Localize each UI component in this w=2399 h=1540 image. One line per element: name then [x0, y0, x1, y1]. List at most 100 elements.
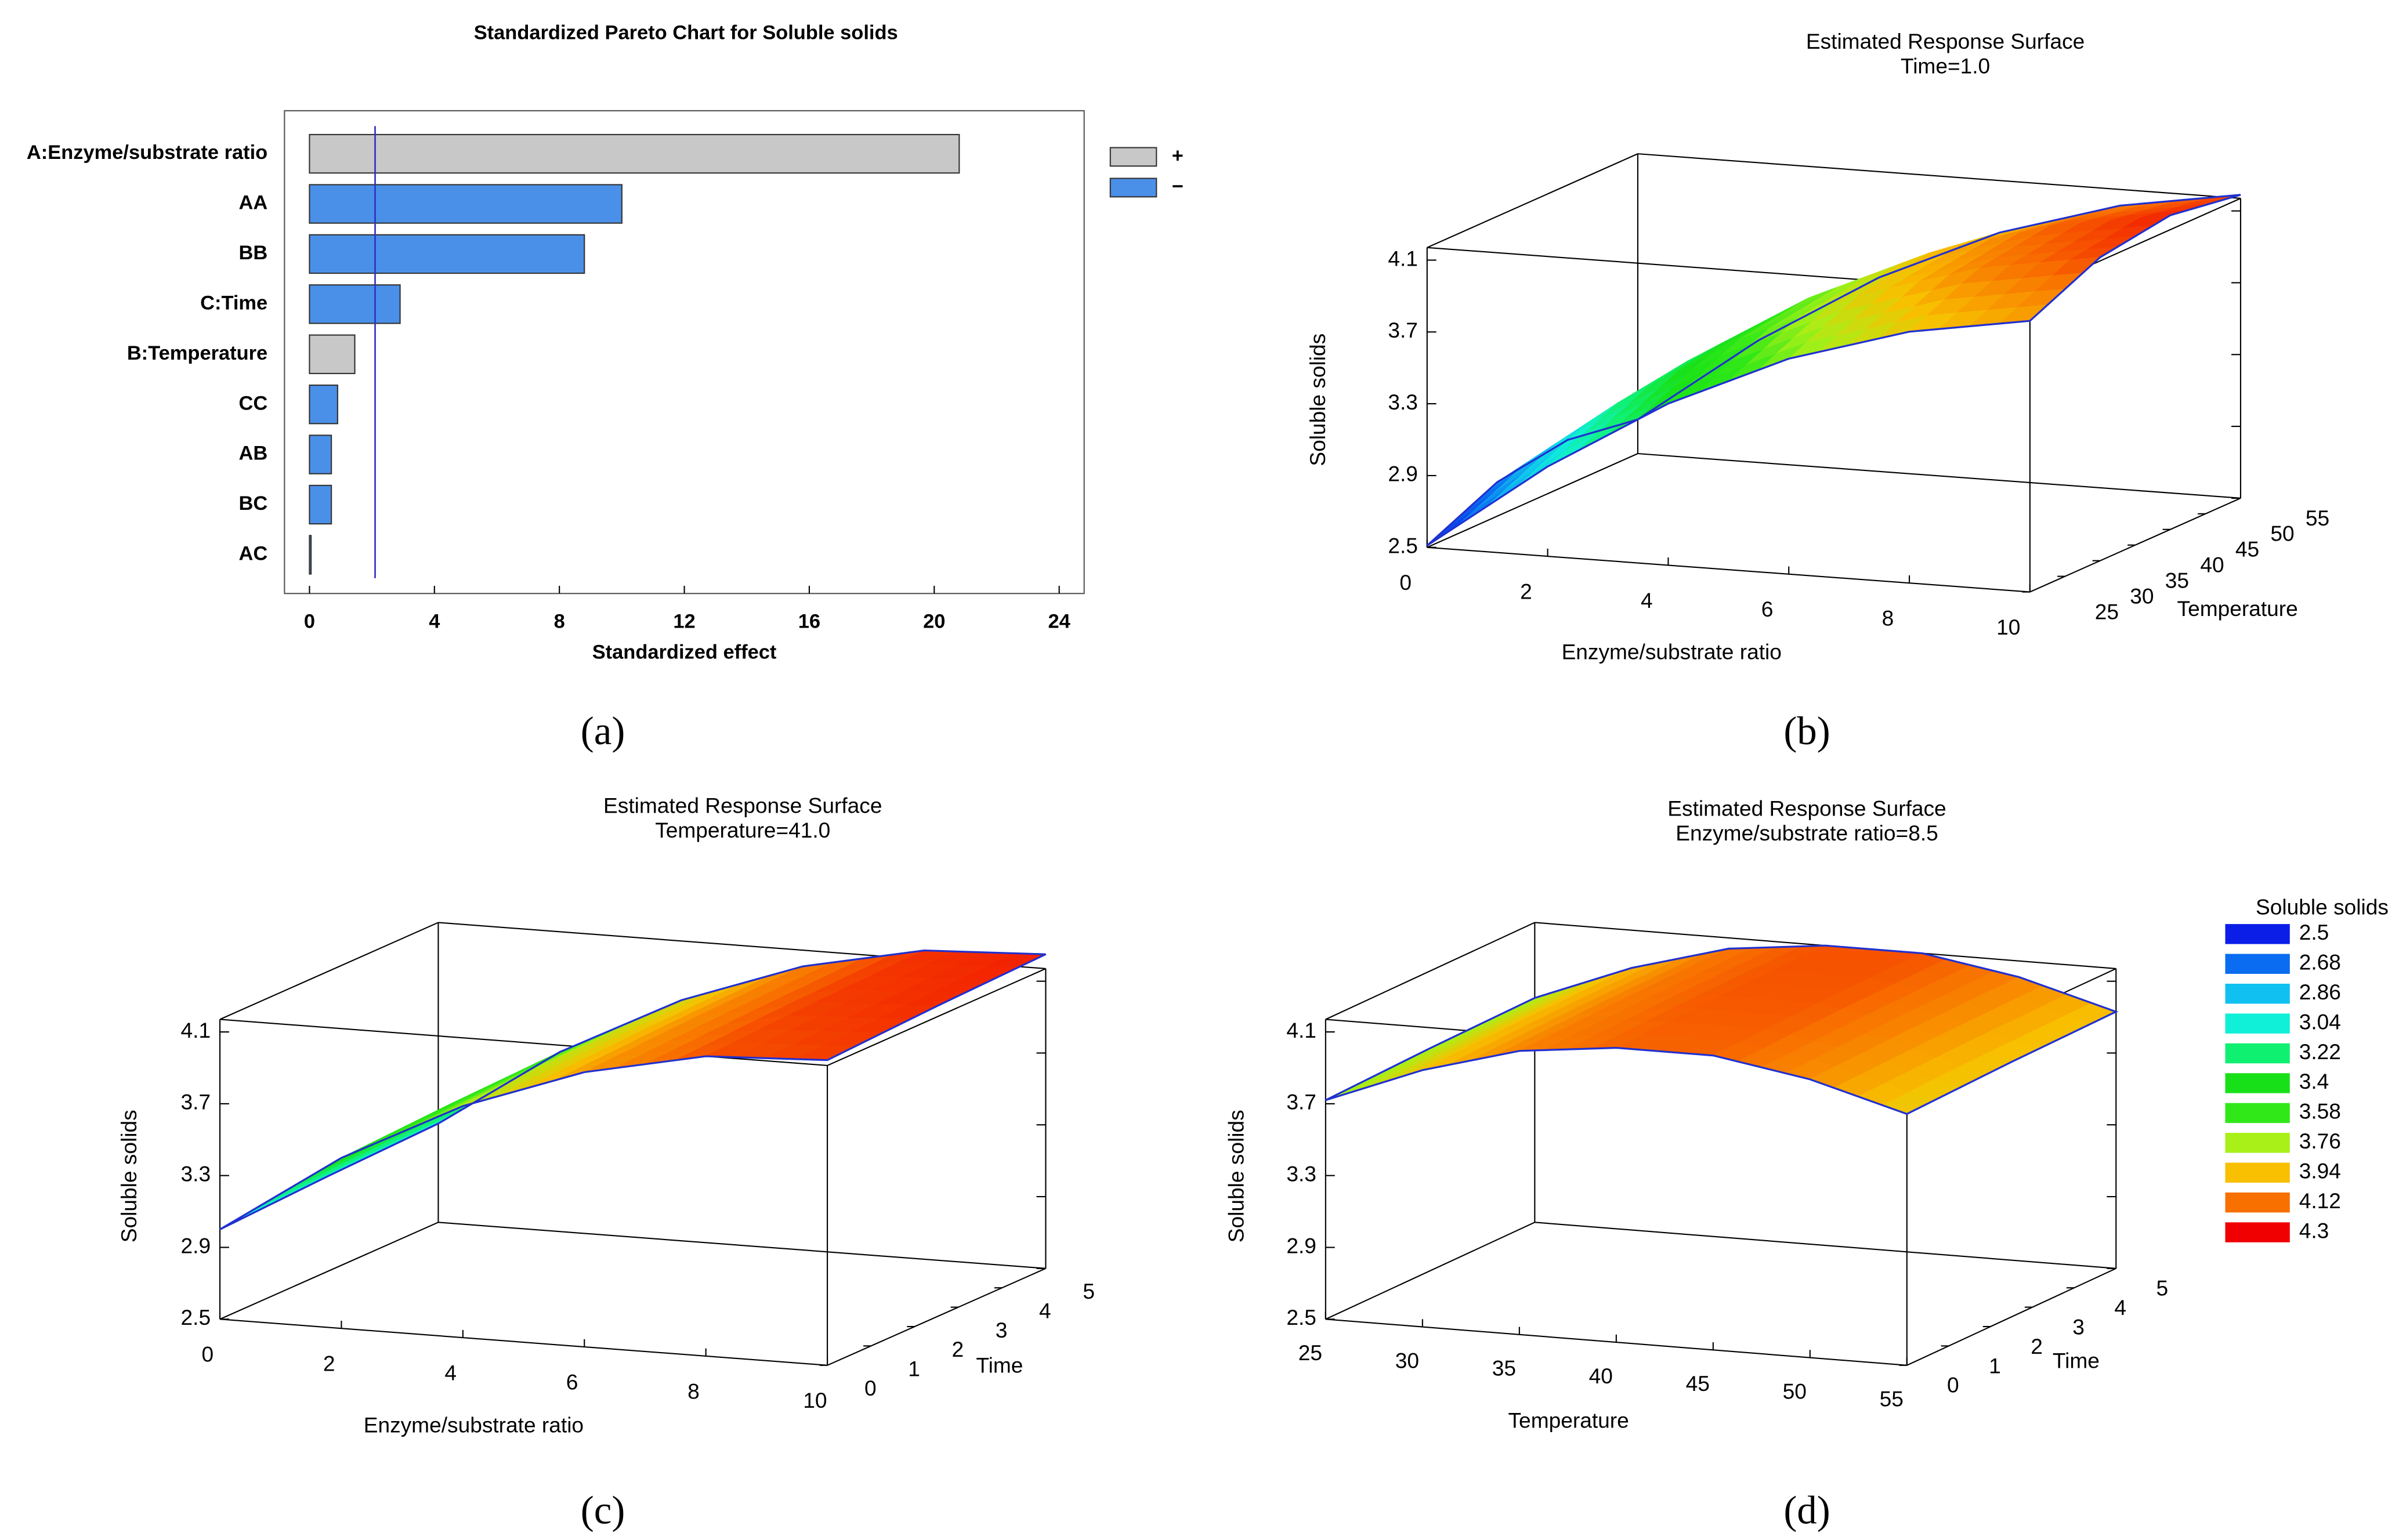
y-tick-label: 4	[2114, 1295, 2126, 1320]
x-tick-label: 20	[923, 611, 945, 633]
y-tick-label: 45	[2235, 537, 2259, 561]
surface-cell	[1474, 473, 1523, 510]
box-edge	[1427, 153, 1638, 248]
chart-title: Estimated Response Surface	[603, 793, 882, 817]
legend-swatch	[2225, 1073, 2290, 1093]
x-tick-label: 55	[1880, 1387, 1904, 1411]
x-tick-label: 35	[1492, 1356, 1516, 1380]
legend-swatch	[2225, 1103, 2290, 1124]
legend-swatch	[2225, 983, 2290, 1004]
y-tick-label: 3	[996, 1318, 1008, 1342]
x-tick-label: 30	[1395, 1348, 1419, 1372]
bar	[309, 133, 960, 174]
x-tick-label: 45	[1686, 1371, 1710, 1396]
x-tick-label: 0	[304, 611, 315, 633]
bar	[309, 384, 338, 425]
panel-label: (d)	[1783, 1488, 1830, 1532]
box-edge	[438, 1222, 1046, 1269]
z-tick-label: 2.9	[1286, 1233, 1316, 1258]
box-edge	[1427, 453, 1638, 548]
x-tick-label: 12	[673, 611, 695, 633]
box-edge	[1427, 546, 2030, 593]
legend-swatch	[2225, 1192, 2290, 1213]
y-tick-label: 0	[864, 1376, 877, 1400]
legend-label: 3.76	[2299, 1129, 2341, 1153]
x-tick-label: 4	[429, 611, 440, 633]
legend-label: 2.86	[2299, 980, 2341, 1004]
x-tick-label: 10	[803, 1388, 827, 1412]
x-tick-label: 50	[1783, 1379, 1807, 1403]
legend-swatch	[2225, 954, 2290, 974]
box-edge	[1637, 153, 2241, 200]
legend-label: 3.58	[2299, 1099, 2341, 1124]
category-label: AA	[238, 192, 267, 214]
bar	[309, 484, 332, 525]
y-tick-label: 3	[2072, 1315, 2085, 1339]
chart-subtitle: Enzyme/substrate ratio=8.5	[1676, 821, 1938, 845]
legend-label: −	[1172, 176, 1184, 198]
z-axis-label: Soluble solids	[117, 1110, 141, 1242]
plot-frame	[284, 110, 1085, 595]
box-edge	[219, 922, 439, 1020]
box-edge	[1906, 1267, 2116, 1366]
y-tick-label: 4	[1039, 1298, 1051, 1322]
x-tick-label: 8	[554, 611, 565, 633]
y-axis-label: Temperature	[2177, 596, 2298, 621]
legend-title: Soluble solids	[2256, 894, 2389, 919]
surface-outline	[219, 949, 1047, 1230]
z-axis-label: Soluble solids	[1305, 334, 1330, 466]
z-tick-label: 4.1	[1286, 1018, 1316, 1042]
bar	[309, 184, 623, 224]
x-tick-label: 25	[1298, 1340, 1322, 1365]
y-tick-label: 2	[2031, 1334, 2043, 1358]
x-tick-label: 2	[323, 1351, 335, 1376]
x-tick-label: 0	[202, 1342, 214, 1367]
panel-label: (a)	[581, 709, 625, 753]
y-tick-label: 35	[2165, 568, 2189, 593]
chart-subtitle: Time=1.0	[1901, 53, 1990, 78]
bar	[309, 434, 332, 474]
x-tick-label: 10	[1996, 615, 2020, 639]
legend-swatch	[2225, 1013, 2290, 1034]
y-tick-label: 2	[951, 1337, 964, 1361]
bar	[309, 334, 356, 374]
x-tick-label: 8	[688, 1379, 700, 1403]
z-tick-label: 3.3	[1388, 390, 1418, 414]
chart-title: Estimated Response Surface	[1667, 796, 1946, 821]
x-tick-label: 6	[566, 1369, 578, 1394]
legend-swatch	[2225, 1043, 2290, 1064]
chart-title: Standardized Pareto Chart for Soluble so…	[474, 21, 898, 44]
box-edge	[827, 1267, 1046, 1366]
legend-label: 3.04	[2299, 1009, 2341, 1034]
z-tick-label: 3.3	[181, 1162, 211, 1186]
legend-swatch	[2225, 1222, 2290, 1242]
z-tick-label: 4.1	[181, 1018, 211, 1042]
x-tick-label: 8	[1882, 606, 1894, 631]
legend-label: 2.68	[2299, 950, 2341, 974]
y-tick-label: 1	[908, 1357, 920, 1381]
z-tick-label: 4.1	[1388, 246, 1418, 270]
category-label: C:Time	[200, 292, 267, 314]
y-axis-label: Time	[976, 1353, 1023, 1377]
y-tick-label: 1	[1989, 1353, 2001, 1378]
legend-swatch	[1109, 147, 1157, 167]
z-tick-label: 2.5	[181, 1305, 211, 1329]
x-axis-label: Standardized effect	[592, 642, 777, 664]
x-tick-label: 6	[1761, 597, 1774, 621]
box-edge	[219, 1318, 828, 1366]
y-tick-label: 0	[1947, 1373, 1959, 1397]
z-tick-label: 3.7	[181, 1090, 211, 1114]
z-tick-label: 2.5	[1286, 1305, 1316, 1329]
x-axis-label: Enzyme/substrate ratio	[364, 1413, 584, 1437]
x-tick-label: 24	[1048, 611, 1070, 633]
y-tick-label: 5	[2156, 1276, 2168, 1300]
box-edge	[1325, 1222, 1535, 1320]
z-tick-label: 2.5	[1388, 533, 1418, 557]
x-tick-label: 4	[1641, 588, 1653, 613]
legend-swatch	[2225, 924, 2290, 944]
legend-label: 2.5	[2299, 920, 2329, 944]
legend-label: 3.22	[2299, 1039, 2341, 1064]
x-tick-label: 16	[798, 611, 820, 633]
x-axis-label: Enzyme/substrate ratio	[1562, 639, 1782, 664]
